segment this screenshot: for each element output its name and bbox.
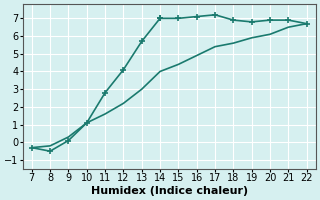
X-axis label: Humidex (Indice chaleur): Humidex (Indice chaleur) (91, 186, 248, 196)
